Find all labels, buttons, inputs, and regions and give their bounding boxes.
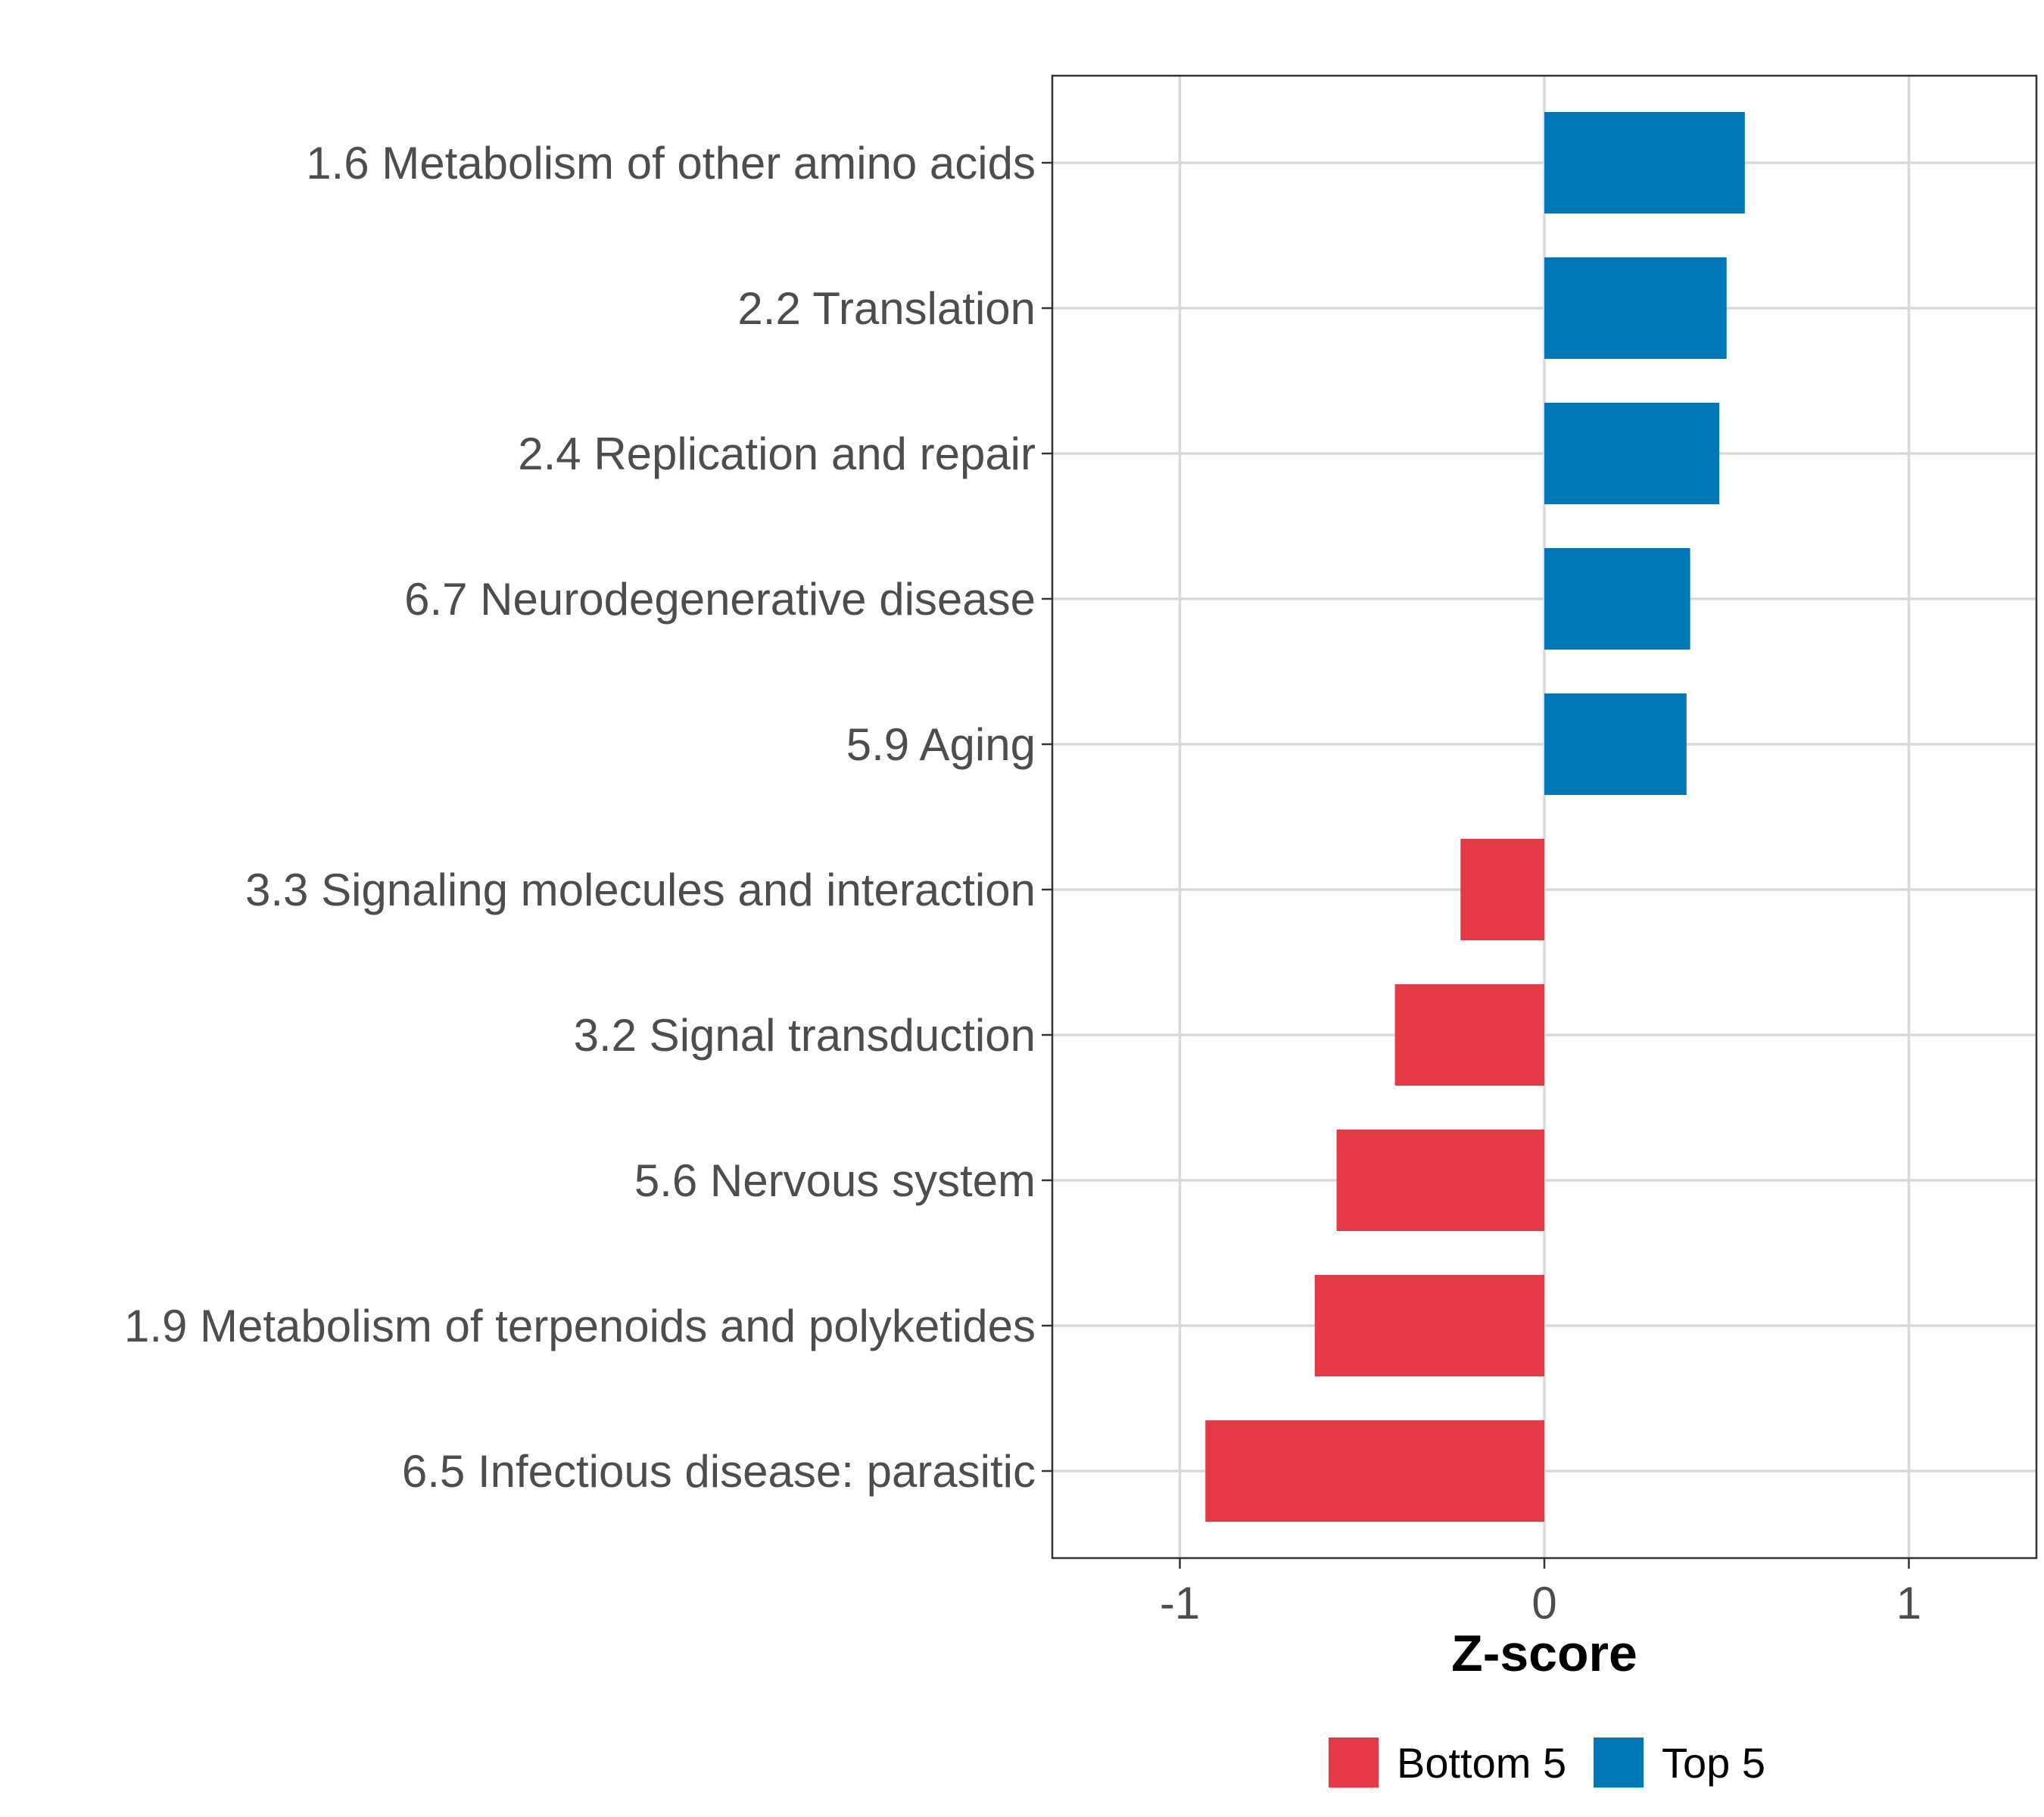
x-tick-label: 0 xyxy=(1531,1578,1556,1628)
legend-key xyxy=(1329,1738,1379,1787)
bar xyxy=(1460,839,1544,940)
axis-ticks xyxy=(1042,161,1910,1569)
bar xyxy=(1314,1275,1544,1376)
bar xyxy=(1544,112,1745,213)
category-label: 3.2 Signal transduction xyxy=(574,1010,1036,1061)
legend-label: Bottom 5 xyxy=(1397,1739,1566,1787)
x-tick-labels: -1 0 1 xyxy=(1160,1578,1921,1628)
bar xyxy=(1544,257,1727,359)
x-tick-label: 1 xyxy=(1896,1578,1921,1628)
category-label: 6.7 Neurodegenerative disease xyxy=(404,574,1036,625)
category-label: 1.9 Metabolism of terpenoids and polyket… xyxy=(124,1301,1036,1351)
category-label: 2.2 Translation xyxy=(737,283,1036,334)
legend-key xyxy=(1594,1738,1644,1787)
category-label: 2.4 Replication and repair xyxy=(518,429,1036,479)
bar xyxy=(1336,1130,1544,1231)
legend: Bottom 5 Top 5 xyxy=(1329,1738,1765,1787)
category-label: 3.3 Signaling molecules and interaction xyxy=(245,865,1036,915)
bar xyxy=(1544,403,1720,504)
x-tick-label: -1 xyxy=(1160,1578,1200,1628)
category-label: 5.6 Nervous system xyxy=(634,1155,1036,1206)
bar xyxy=(1394,984,1544,1086)
x-axis-title: Z-score xyxy=(1451,1625,1637,1682)
bar xyxy=(1544,548,1690,650)
bars xyxy=(1205,112,1745,1522)
bar xyxy=(1544,693,1687,795)
legend-label: Top 5 xyxy=(1662,1739,1765,1787)
category-label: 5.9 Aging xyxy=(846,719,1036,770)
category-label: 6.5 Infectious disease: parasitic xyxy=(402,1446,1036,1497)
category-labels: 1.6 Metabolism of other amino acids 2.2 T… xyxy=(124,138,1036,1497)
bar xyxy=(1205,1420,1544,1522)
category-label: 1.6 Metabolism of other amino acids xyxy=(306,138,1036,189)
